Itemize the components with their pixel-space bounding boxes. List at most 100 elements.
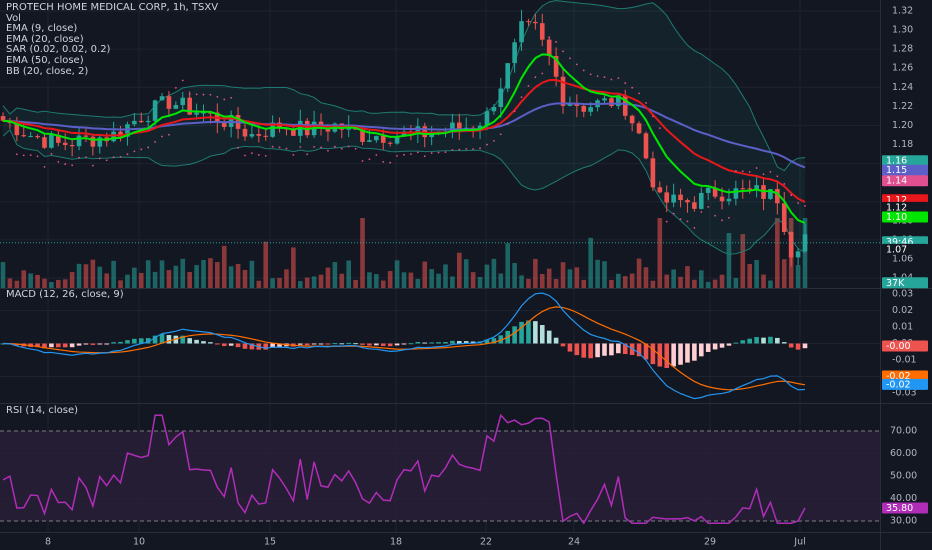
macd-hist-bar — [761, 337, 766, 344]
volume-bar — [629, 273, 635, 288]
sar-dot — [382, 160, 385, 163]
volume-bar — [692, 279, 697, 288]
legend-macd[interactable]: MACD (12, 26, close, 9) — [6, 289, 124, 300]
volume-bar — [733, 277, 739, 288]
volume-bar — [35, 274, 40, 288]
macd-hist-bar — [622, 343, 628, 355]
sar-dot — [71, 164, 74, 167]
volume-bar — [152, 271, 158, 288]
macd-hist-bar — [187, 338, 192, 344]
macd-hist-bar — [740, 340, 746, 344]
macd-hist-bar — [194, 339, 199, 344]
volume-bar — [201, 260, 206, 288]
symbol-title[interactable]: PROTECH HOME MEDICAL CORP, 1h, TSXV — [6, 2, 219, 13]
volume-bar — [339, 273, 345, 288]
legend-rsi[interactable]: RSI (14, close) — [6, 405, 79, 416]
candle-body — [560, 76, 566, 106]
macd-hist-bar — [678, 343, 683, 365]
sar-dot — [112, 156, 115, 159]
sar-dot — [707, 205, 710, 208]
sar-dot — [368, 158, 371, 161]
rsi-tick-label: 40.00 — [890, 493, 917, 504]
candle-body — [429, 133, 434, 138]
legend-ema50[interactable]: EMA (50, close) — [6, 54, 84, 66]
rsi-tick-label: 60.00 — [890, 448, 917, 459]
macd-hist-bar — [692, 343, 697, 361]
macd-hist-bar — [553, 337, 559, 344]
time-tick-label: 8 — [45, 537, 51, 548]
legend-ema9[interactable]: EMA (9, close) — [6, 23, 78, 35]
candle-body — [76, 135, 82, 147]
macd-badge: -0.02 — [882, 370, 928, 382]
sar-dot — [333, 145, 336, 148]
volume-bar — [277, 277, 282, 288]
macd-hist-bar — [215, 343, 220, 345]
volume-bar — [622, 276, 628, 288]
macd-hist-bar — [325, 343, 331, 345]
candle-body — [450, 122, 455, 132]
macd-hist-bar — [443, 341, 448, 344]
legend-bb[interactable]: BB (20, close, 2) — [6, 65, 89, 77]
sar-dot — [271, 145, 274, 148]
volume-bar — [394, 260, 400, 288]
ema50-line — [2, 102, 806, 169]
sar-dot — [631, 86, 634, 89]
macd-hist-bar — [726, 343, 732, 346]
macd-hist-bar — [609, 343, 614, 356]
volume-bar — [166, 270, 172, 288]
volume-bar — [104, 273, 110, 288]
sar-dot — [748, 171, 751, 173]
volume-bar — [367, 272, 372, 288]
sar-dot — [486, 143, 488, 146]
volume-bar — [484, 264, 490, 288]
volume-bar — [28, 273, 33, 288]
macd-hist-bar — [470, 341, 476, 344]
macd-hist-bar — [616, 343, 621, 354]
volume-bar — [574, 267, 580, 288]
price-badge: 1.15 — [882, 164, 928, 176]
sar-dot — [119, 156, 122, 158]
candle-body — [145, 120, 151, 123]
volume-bar — [56, 279, 61, 288]
sar-dot — [624, 82, 627, 84]
sar-dot — [610, 78, 613, 81]
macd-hist-bar — [159, 334, 165, 344]
sar-dot — [679, 218, 682, 221]
volume-bar — [567, 269, 573, 288]
legend-sar[interactable]: SAR (0.02, 0.02, 0.2) — [6, 44, 111, 56]
volume-bar — [180, 258, 186, 288]
legend-ema20[interactable]: EMA (20, close) — [6, 33, 84, 45]
legend-vol[interactable]: Vol — [6, 12, 21, 24]
sar-dot — [347, 145, 350, 148]
candle-body — [512, 42, 517, 64]
candle-body — [249, 134, 255, 137]
candle-body — [636, 123, 642, 134]
price-tick-label: 1.24 — [892, 82, 913, 93]
sar-dot — [98, 157, 101, 160]
macd-hist-bar — [595, 343, 600, 358]
candle-body — [643, 133, 649, 159]
price-badge-bg — [882, 201, 928, 213]
candle-body — [270, 122, 275, 137]
candle-body — [49, 134, 54, 148]
sar-dot — [230, 96, 233, 99]
price-badge-bg — [882, 277, 928, 289]
volume-bar — [318, 274, 324, 288]
candle-body — [97, 137, 103, 147]
sar-dot — [126, 153, 129, 156]
candle-body — [263, 135, 269, 137]
sar-dot — [596, 75, 599, 78]
candle-body — [221, 122, 227, 127]
candle-body — [90, 136, 96, 147]
candle-body — [387, 142, 393, 144]
volume-bar — [415, 278, 421, 288]
candle-body — [629, 115, 635, 124]
price-badge-text: 1.12 — [886, 202, 907, 213]
symbol-exchange: TSXV — [191, 2, 219, 13]
volume-bar — [602, 261, 607, 288]
volume-bar — [443, 264, 448, 288]
volume-bar — [429, 269, 434, 288]
candle-body — [42, 137, 47, 148]
